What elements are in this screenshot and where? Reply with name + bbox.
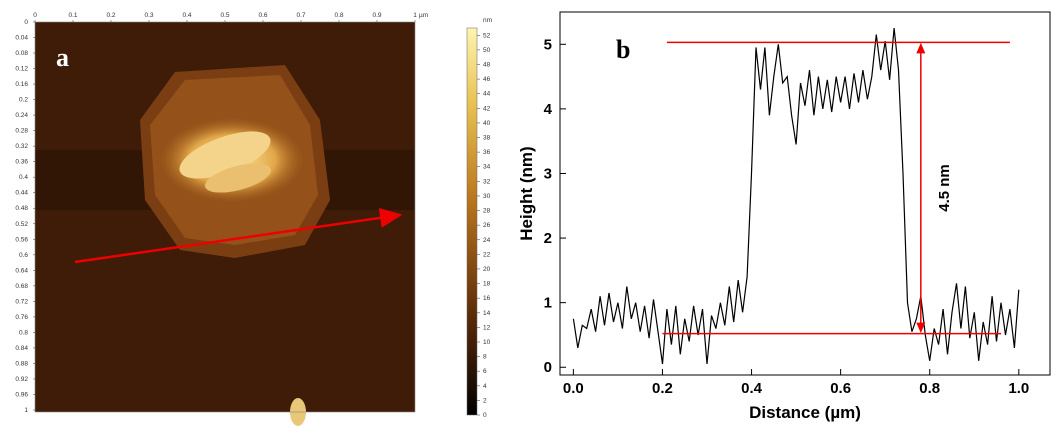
colorbar-tick-label: 14 [483,310,491,317]
colorbar-tick-label: 8 [483,354,487,361]
plot-frame [559,11,1051,376]
y-tick-label: 0.12 [15,66,28,73]
x-tick-label: 0.2 [106,12,115,19]
colorbar-tick-label: 22 [483,251,491,258]
x-tick-label: 0.8 [919,380,940,397]
x-tick-label: 0.0 [563,380,584,397]
x-tick-label: 0.9 [372,12,381,19]
colorbar-tick-label: 6 [483,368,487,375]
colorbar-tick-label: 20 [483,266,491,273]
y-tick-label: 0.72 [15,298,28,305]
x-tick-label: 0 [33,12,37,19]
y-tick-label: 0.52 [15,221,28,228]
y-tick-label: 0.08 [15,50,28,57]
colorbar-tick-label: 36 [483,149,491,156]
afm-image [35,22,415,426]
y-tick-label: 0.88 [15,360,28,367]
y-tick-label: 0.28 [15,128,28,135]
y-tick-label: 0.68 [15,283,28,290]
colorbar-tick-label: 12 [483,324,491,331]
panel-label: a [56,43,69,72]
y-tick-label: 0.4 [19,174,28,181]
height-annotation: 4.5 nm [936,164,953,212]
panel-label: b [616,35,630,64]
y-tick-label: 0 [24,19,28,26]
y-tick-label: 0.76 [15,314,28,321]
y-tick-label: 0.8 [19,329,28,336]
colorbar-tick-label: 48 [483,62,491,69]
colorbar-tick-label: 42 [483,105,491,112]
colorbar-tick-label: 38 [483,135,491,142]
y-tick-label: 0.24 [15,112,28,119]
colorbar-tick-label: 24 [483,237,491,244]
colorbar-tick-label: 52 [483,32,491,39]
colorbar-tick-label: 2 [483,397,487,404]
y-tick-label: 0.16 [15,81,28,88]
profile-line [572,28,1020,365]
y-tick-label: 0.64 [15,267,28,274]
y-tick-label: 1 [24,407,28,414]
colorbar-tick-label: 4 [483,383,487,390]
colorbar-tick-label: 44 [483,91,491,98]
y-tick-label: 3 [544,165,552,182]
colorbar-tick-label: 46 [483,76,491,83]
x-tick-label: 0.7 [296,12,305,19]
x-tick-label: 0.5 [220,12,229,19]
colorbar-tick-label: 40 [483,120,491,127]
y-tick-label: 0.56 [15,236,28,243]
y-tick-label: 0.48 [15,205,28,212]
x-tick-label: 0.4 [182,12,191,19]
colorbar-tick-label: 34 [483,164,491,171]
colorbar [466,27,478,416]
y-tick-label: 0.2 [19,97,28,104]
y-tick-label: 0.6 [19,252,28,259]
x-tick-label: 0.3 [144,12,153,19]
y-tick-label: 0.84 [15,345,28,352]
colorbar-tick-label: 50 [483,47,491,54]
colorbar-tick-label: 26 [483,222,491,229]
colorbar-tick-label: 10 [483,339,491,346]
x-tick-label: 0.4 [741,380,763,397]
y-tick-label: 0.04 [15,35,28,42]
x-tick-label: 0.6 [830,380,851,397]
y-tick-label: 0.44 [15,190,28,197]
colorbar-tick-label: 32 [483,178,491,185]
x-axis-label: Distance (µm) [749,403,861,422]
y-tick-label: 2 [544,230,552,247]
x-tick-label: 0.1 [68,12,77,19]
x-tick-label: 1 [413,12,417,19]
y-tick-label: 1 [544,295,552,312]
y-tick-label: 0.96 [15,391,28,398]
colorbar-tick-label: 30 [483,193,491,200]
x-tick-label: 0.6 [258,12,267,19]
colorbar-unit: nm [483,17,492,24]
colorbar-tick-label: 16 [483,295,491,302]
y-tick-label: 0.32 [15,143,28,150]
y-tick-label: 4 [544,101,553,118]
x-tick-label: 0.8 [334,12,343,19]
colorbar-tick-label: 28 [483,208,491,215]
x-tick-label: 0.2 [652,380,673,397]
y-axis-label: Height (nm) [517,146,536,240]
colorbar-tick-label: 18 [483,281,491,288]
y-tick-label: 5 [544,36,552,53]
y-tick-label: 0.92 [15,376,28,383]
colorbar-tick-label: 0 [483,412,487,419]
y-tick-label: 0.36 [15,159,28,166]
y-tick-label: 0 [544,359,552,376]
x-unit: µm [419,12,428,19]
x-tick-label: 1.0 [1008,380,1029,397]
